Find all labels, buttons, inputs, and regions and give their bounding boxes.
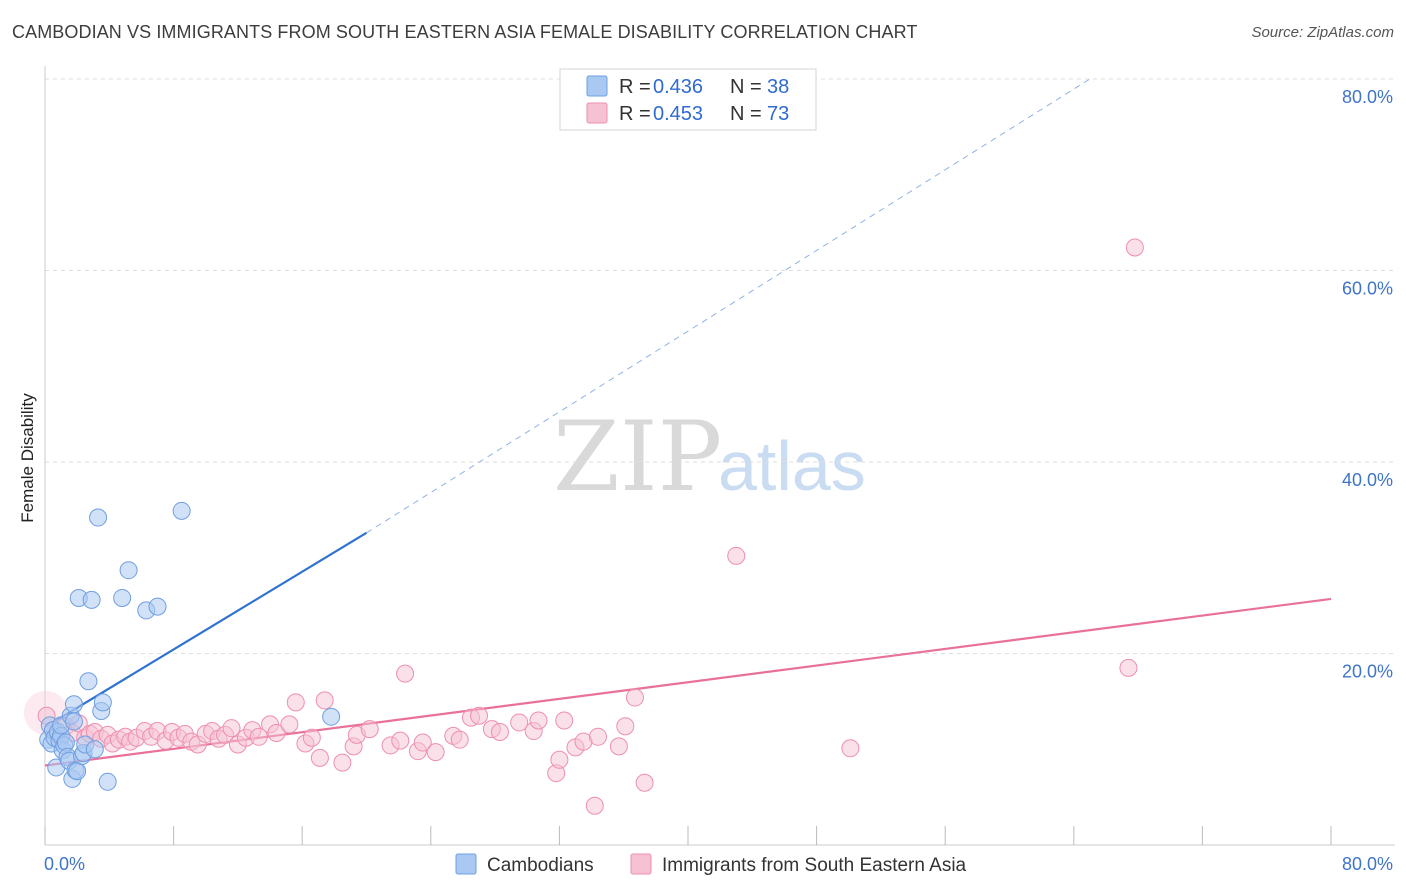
data-point-immigrants	[550, 750, 569, 769]
data-point-cambodians	[172, 501, 191, 520]
data-point-immigrants	[510, 713, 529, 732]
data-point-immigrants	[391, 731, 410, 750]
data-point-immigrants	[727, 546, 746, 565]
legend-n-value: 38	[767, 76, 789, 98]
data-point-immigrants	[625, 688, 644, 707]
data-point-cambodians	[148, 597, 167, 616]
data-point-immigrants	[1125, 238, 1144, 257]
source-label: Source: ZipAtlas.com	[1251, 24, 1394, 41]
data-point-cambodians	[85, 740, 104, 759]
data-point-cambodians	[64, 712, 83, 731]
data-point-immigrants	[267, 723, 286, 742]
bottom-legend-label-cambodians: Cambodians	[487, 855, 594, 876]
data-point-immigrants	[315, 691, 334, 710]
bottom-legend-swatch-cambodians	[455, 853, 477, 875]
data-point-cambodians	[68, 762, 87, 781]
data-point-immigrants	[333, 753, 352, 772]
gridlines	[45, 78, 1395, 654]
bottom-legend-swatch-immigrants	[630, 853, 652, 875]
data-point-immigrants	[470, 706, 489, 725]
data-point-immigrants	[450, 730, 469, 749]
data-point-cambodians	[89, 508, 108, 527]
legend-swatch-cambodians	[586, 75, 608, 97]
y-axis-title: Female Disability	[18, 393, 37, 523]
data-point-immigrants	[310, 748, 329, 767]
data-point-immigrants	[555, 711, 574, 730]
watermark-zip: ZIP	[553, 401, 722, 513]
data-point-immigrants	[585, 796, 604, 815]
series-cambodians-points	[39, 501, 341, 791]
series-immigrants-points	[23, 238, 1144, 815]
data-point-cambodians	[98, 772, 117, 791]
data-point-cambodians	[119, 561, 138, 580]
x-tick-label: 80.0%	[1342, 854, 1393, 874]
data-point-immigrants	[413, 733, 432, 752]
bottom-legend-label-immigrants: Immigrants from South Eastern Asia	[662, 855, 967, 876]
data-point-immigrants	[360, 720, 379, 739]
correlation-legend: R = 0.436 N = 38 R = 0.453 N = 73	[559, 68, 817, 131]
data-point-cambodians	[82, 590, 101, 609]
data-point-immigrants	[529, 711, 548, 730]
legend-r-value: 0.453	[653, 103, 703, 125]
legend-swatch-immigrants	[586, 102, 608, 124]
data-point-cambodians	[93, 693, 112, 712]
watermark-atlas: atlas	[718, 427, 866, 505]
data-point-immigrants	[588, 727, 607, 746]
x-tick-labels: 0.0% 80.0%	[44, 854, 1393, 874]
series-legend: Cambodians Immigrants from South Eastern…	[455, 853, 967, 876]
y-tick-label: 40.0%	[1342, 470, 1393, 490]
y-tick-label: 80.0%	[1342, 87, 1393, 107]
data-point-immigrants	[841, 739, 860, 758]
data-point-immigrants	[249, 727, 268, 746]
data-point-immigrants	[609, 737, 628, 756]
chart-title: CAMBODIAN VS IMMIGRANTS FROM SOUTH EASTE…	[12, 22, 918, 42]
data-point-immigrants	[1119, 658, 1138, 677]
y-tick-labels: 20.0% 40.0% 60.0% 80.0%	[1342, 87, 1393, 682]
legend-r-value: 0.436	[653, 76, 703, 98]
legend-r-label: R =	[619, 103, 651, 125]
data-point-immigrants	[222, 719, 241, 738]
legend-r-label: R =	[619, 76, 651, 98]
data-point-immigrants	[635, 773, 654, 792]
data-point-cambodians	[64, 695, 83, 714]
y-tick-label: 60.0%	[1342, 279, 1393, 299]
y-tick-label: 20.0%	[1342, 662, 1393, 682]
data-point-immigrants	[396, 664, 415, 683]
data-point-cambodians	[322, 707, 341, 726]
data-point-immigrants	[302, 728, 321, 747]
data-point-immigrants	[280, 715, 299, 734]
legend-n-label: N =	[730, 103, 762, 125]
data-point-immigrants	[426, 743, 445, 762]
data-point-immigrants	[286, 693, 305, 712]
data-point-immigrants	[616, 717, 635, 736]
legend-n-label: N =	[730, 76, 762, 98]
data-point-immigrants	[490, 723, 509, 742]
x-tick-label: 0.0%	[44, 854, 85, 874]
data-point-cambodians	[113, 588, 132, 607]
legend-n-value: 73	[767, 103, 789, 125]
data-point-cambodians	[79, 672, 98, 691]
